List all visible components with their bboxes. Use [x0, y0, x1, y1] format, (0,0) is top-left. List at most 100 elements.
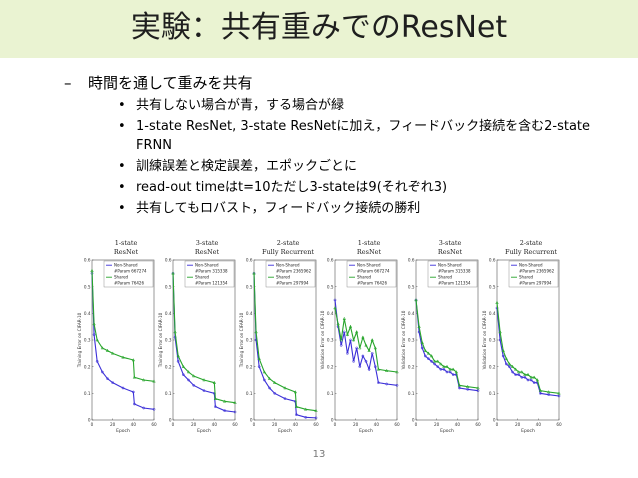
- data-point: [439, 362, 443, 366]
- page-number: 13: [312, 449, 326, 460]
- data-point: [429, 354, 434, 358]
- legend-box: [508, 260, 559, 288]
- series-line: [415, 299, 479, 392]
- legend-box: [184, 260, 235, 288]
- x-tick-label: 0: [172, 422, 175, 427]
- y-axis-label: Validation Error on CIFAR-10: [320, 310, 325, 369]
- bullet-text: 共有しない場合が青，する場合が緑: [136, 98, 345, 113]
- data-point: [414, 298, 418, 302]
- data-point: [333, 298, 337, 302]
- y-tick-label: 0: [331, 418, 334, 423]
- x-tick-label: 20: [434, 422, 440, 427]
- data-point: [304, 415, 308, 419]
- legend-label: #Param 315338: [195, 269, 228, 274]
- y-tick-label: 0.5: [327, 284, 334, 289]
- bullet-marker: •: [118, 201, 126, 216]
- chart-subtitle: Fully Recurrent: [262, 248, 314, 256]
- main-point-text: 時間を通して重みを共有: [88, 74, 253, 92]
- data-point: [254, 330, 258, 334]
- x-tick-label: 0: [496, 422, 499, 427]
- data-point: [303, 407, 308, 411]
- data-point: [273, 391, 277, 395]
- x-axis-label: Epoch: [116, 428, 130, 434]
- data-point: [142, 406, 146, 410]
- x-axis-label: Epoch: [359, 428, 373, 434]
- y-tick-label: 0.6: [246, 258, 253, 263]
- series-line: [334, 307, 398, 373]
- chart-validation-3-state: 3-state ResNet 0 0.1 0.2 0.3 0.4 0.5 0.6 0 20 40 60 E…: [400, 238, 481, 434]
- data-point: [454, 370, 459, 374]
- data-point: [212, 380, 217, 384]
- legend-label: #Param 297994: [276, 281, 309, 286]
- data-point: [336, 322, 340, 326]
- data-point: [501, 354, 505, 358]
- x-tick-label: 60: [475, 422, 481, 427]
- data-point: [423, 348, 428, 352]
- chart-title: 3-state: [196, 239, 219, 247]
- data-point: [557, 391, 561, 395]
- x-tick-label: 0: [253, 422, 256, 427]
- slide-title: 実験：共有重みでのResNet: [130, 10, 508, 45]
- y-tick-label: 0.6: [489, 258, 496, 263]
- x-tick-label: 40: [536, 422, 542, 427]
- x-axis-label: Epoch: [197, 428, 211, 434]
- legend-label: Shared: [519, 275, 534, 280]
- y-tick-label: 0.5: [165, 284, 172, 289]
- bullet-item: • 共有しない場合が青，する場合が緑: [118, 96, 624, 115]
- data-point: [457, 383, 462, 387]
- data-point: [133, 402, 136, 406]
- x-tick-label: 40: [455, 422, 461, 427]
- data-point: [385, 382, 389, 386]
- x-tick-label: 0: [334, 422, 337, 427]
- x-tick-label: 60: [313, 422, 319, 427]
- data-point: [476, 389, 480, 393]
- x-tick-label: 60: [151, 422, 157, 427]
- y-tick-label: 0.4: [246, 311, 253, 316]
- y-tick-label: 0: [250, 418, 253, 423]
- y-tick-label: 0.4: [327, 311, 334, 316]
- data-point: [192, 383, 196, 387]
- data-point: [465, 384, 470, 388]
- data-point: [547, 393, 551, 397]
- series-line: [253, 273, 317, 412]
- data-point: [532, 381, 536, 385]
- y-tick-label: 0.5: [408, 284, 415, 289]
- bullet-text: 1-state ResNet, 3-state ResNetに加え，フィードバッ…: [136, 119, 591, 153]
- x-tick-label: 40: [131, 422, 137, 427]
- data-point: [186, 370, 191, 374]
- data-point: [105, 348, 110, 352]
- data-point: [92, 333, 96, 337]
- bullet-text: 共有してもロバスト，フィードバック接続の勝利: [136, 201, 421, 216]
- chart-training-2-state: 2-state Fully Recurrent 0 0.1 0.2 0.3 0.4 0.5 0.…: [238, 238, 319, 434]
- y-tick-label: 0.1: [408, 391, 415, 396]
- data-point: [354, 330, 359, 334]
- data-point: [442, 367, 446, 371]
- data-point: [257, 365, 261, 369]
- y-tick-label: 0.6: [165, 258, 172, 263]
- data-point: [423, 354, 427, 358]
- legend-label: Shared: [195, 275, 210, 280]
- data-point: [339, 338, 343, 342]
- data-point: [514, 373, 517, 377]
- series-line: [91, 273, 155, 410]
- data-point: [501, 348, 505, 352]
- data-point: [111, 381, 115, 385]
- data-point: [557, 394, 561, 398]
- data-point: [361, 354, 365, 358]
- data-point: [95, 338, 99, 342]
- legend-label: #Param 121354: [438, 281, 471, 286]
- data-point: [181, 373, 185, 377]
- data-point: [283, 397, 287, 401]
- main-point: – 時間を通して重みを共有: [64, 72, 624, 94]
- y-tick-label: 0.2: [408, 364, 415, 369]
- data-point: [442, 364, 446, 368]
- data-point: [95, 359, 99, 363]
- data-point: [202, 378, 206, 382]
- y-tick-label: 0.4: [165, 311, 172, 316]
- data-point: [293, 390, 298, 394]
- data-point: [345, 332, 350, 336]
- data-point: [214, 405, 217, 409]
